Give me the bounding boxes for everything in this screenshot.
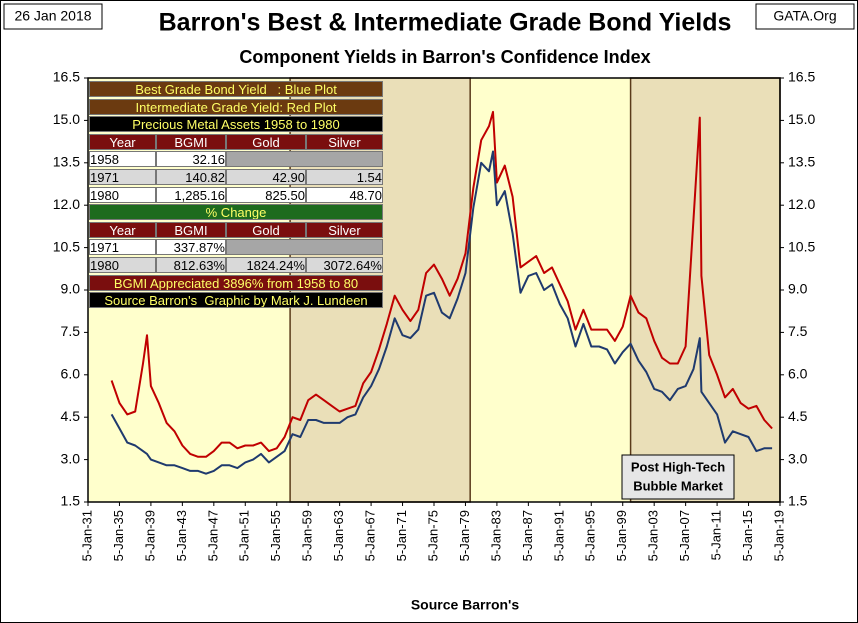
x-tick-label: 5-Jan-19 xyxy=(771,510,786,561)
y2-tick-label: 15.0 xyxy=(788,111,815,127)
date-note: 26 Jan 2018 xyxy=(14,8,91,24)
shaded-range xyxy=(629,77,781,503)
table-cell: 48.70 xyxy=(306,186,383,203)
x-tick-label: 5-Jan-43 xyxy=(174,510,189,561)
table-header: Year xyxy=(89,221,156,238)
x-tick-label: 5-Jan-99 xyxy=(614,510,629,561)
table-header: Gold xyxy=(226,221,306,238)
x-tick-label: 5-Jan-47 xyxy=(205,510,220,561)
table-header: Gold xyxy=(226,133,306,150)
x-tick-label: 5-Jan-39 xyxy=(142,510,157,561)
y2-tick-label: 3.0 xyxy=(788,450,808,466)
annotation-text: Post High-Tech xyxy=(631,459,725,474)
table-cell: 812.63% xyxy=(156,257,226,273)
x-tick-label: 5-Jan-67 xyxy=(363,510,378,561)
panel-footer: BGMI Appreciated 3896% from 1958 to 80 xyxy=(89,274,383,291)
y-tick-label: 6.0 xyxy=(61,366,81,382)
y-tick-label: 13.5 xyxy=(53,154,80,170)
table-header: BGMI xyxy=(156,133,226,150)
y-tick-label: 12.0 xyxy=(53,196,80,212)
x-tick-label: 5-Jan-71 xyxy=(394,510,409,561)
x-tick-label: 5-Jan-63 xyxy=(331,510,346,561)
panel-footer: Source Barron's Graphic by Mark J. Lunde… xyxy=(89,292,383,309)
y-tick-label: 7.5 xyxy=(61,323,81,339)
x-tick-label: 5-Jan-87 xyxy=(520,510,535,561)
series-line xyxy=(110,150,773,475)
panel-note: Best Grade Bond Yield : Blue Plot xyxy=(89,81,383,97)
x-tick-label: 5-Jan-79 xyxy=(457,510,472,561)
y2-tick-label: 1.5 xyxy=(788,493,808,509)
table-blank xyxy=(226,151,383,168)
y2-tick-label: 16.5 xyxy=(788,69,815,85)
table-header: Silver xyxy=(306,133,383,150)
y2-tick-label: 4.5 xyxy=(788,408,808,424)
x-tick-label: 5-Jan-51 xyxy=(237,510,252,561)
y-tick-label: 15.0 xyxy=(53,111,80,127)
y-tick-label: 10.5 xyxy=(53,238,80,254)
x-tick-label: 5-Jan-31 xyxy=(79,510,94,561)
series-line xyxy=(110,110,773,458)
x-tick-label: 5-Jan-07 xyxy=(677,510,692,561)
y-tick-label: 4.5 xyxy=(61,408,81,424)
table-cell: 32.16 xyxy=(156,151,226,168)
table-header: Year xyxy=(89,133,156,150)
y2-tick-label: 9.0 xyxy=(788,281,808,297)
table-cell: 3072.64% xyxy=(306,257,383,273)
table-cell: 1,285.16 xyxy=(156,186,226,203)
x-axis-label: Source Barron's xyxy=(411,597,520,613)
table-cell: 1980 xyxy=(89,186,156,203)
source-note: GATA.Org xyxy=(773,8,836,24)
table-header: BGMI xyxy=(156,221,226,238)
chart-title: Barron's Best & Intermediate Grade Bond … xyxy=(159,9,732,37)
table-cell: 140.82 xyxy=(156,169,226,185)
table-cell: 1824.24% xyxy=(226,257,306,273)
y-tick-label: 1.5 xyxy=(61,493,81,509)
x-tick-label: 5-Jan-95 xyxy=(583,510,598,561)
x-tick-label: 5-Jan-75 xyxy=(425,510,440,561)
x-tick-label: 5-Jan-35 xyxy=(111,510,126,561)
annotation-box xyxy=(621,454,735,500)
panel-heading: Precious Metal Assets 1958 to 1980 xyxy=(89,116,383,133)
table-cell: 337.87% xyxy=(156,239,226,256)
chart-subtitle: Component Yields in Barron's Confidence … xyxy=(239,47,650,67)
panel-heading: % Change xyxy=(89,204,383,221)
date-box xyxy=(3,3,103,30)
y2-tick-label: 13.5 xyxy=(788,154,815,170)
table-header: Silver xyxy=(306,221,383,238)
table-cell: 42.90 xyxy=(226,169,306,185)
table-blank xyxy=(226,239,383,256)
y2-tick-label: 10.5 xyxy=(788,238,815,254)
table-cell: 1971 xyxy=(89,239,156,256)
y-tick-label: 16.5 xyxy=(53,69,80,85)
y-tick-label: 3.0 xyxy=(61,450,81,466)
y-tick-label: 9.0 xyxy=(61,281,81,297)
table-cell: 1958 xyxy=(89,151,156,168)
table-cell: 1971 xyxy=(89,169,156,185)
x-tick-label: 5-Jan-55 xyxy=(268,510,283,561)
x-tick-label: 5-Jan-11 xyxy=(709,510,724,560)
y2-tick-label: 6.0 xyxy=(788,366,808,382)
plot-border xyxy=(87,77,781,503)
x-tick-label: 5-Jan-15 xyxy=(740,510,755,561)
source-box xyxy=(755,3,855,30)
x-tick-label: 5-Jan-59 xyxy=(300,510,315,561)
table-cell: 1.54 xyxy=(306,169,383,185)
x-tick-label: 5-Jan-83 xyxy=(488,510,503,561)
x-tick-label: 5-Jan-03 xyxy=(646,510,661,561)
y2-tick-label: 12.0 xyxy=(788,196,815,212)
panel-note: Intermediate Grade Yield: Red Plot xyxy=(89,98,383,115)
x-tick-label: 5-Jan-91 xyxy=(551,510,566,561)
table-cell: 1980 xyxy=(89,257,156,273)
annotation-text: Bubble Market xyxy=(633,478,723,493)
table-cell: 825.50 xyxy=(226,186,306,203)
y2-tick-label: 7.5 xyxy=(788,323,808,339)
